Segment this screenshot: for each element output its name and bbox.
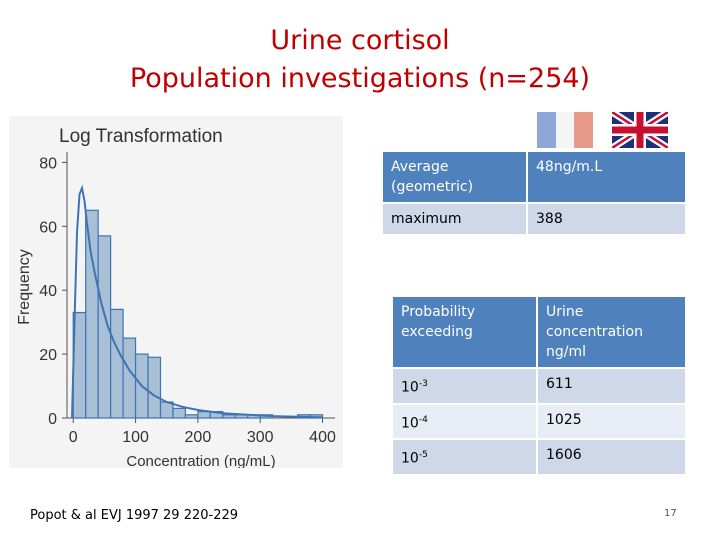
fit-curve [71, 184, 323, 419]
slide-title-line2: Population investigations (n=254) [129, 63, 591, 94]
probability-table: Probability exceeding Urine concentratio… [393, 295, 685, 476]
probability-exp: -4 [418, 414, 428, 425]
histogram-bar [85, 209, 99, 419]
y-tick-label: 60 [39, 219, 57, 236]
stats-value: 48ng/m.L [528, 152, 685, 202]
probability-base: 10 [401, 450, 419, 467]
y-tick-label: 20 [39, 347, 57, 364]
histogram-bar [147, 356, 162, 419]
x-tick-label: 200 [185, 429, 212, 446]
header-probability: Probability exceeding [393, 297, 538, 367]
histogram-svg: Log Transformation Frequency Concentration… [16, 126, 336, 468]
stats-row-maximum: maximum 388 [383, 204, 685, 234]
histogram-bar [222, 414, 236, 419]
histogram-bar [159, 401, 174, 419]
probability-row: 10-3 611 [393, 369, 685, 403]
stats-label: maximum [383, 204, 528, 234]
histogram-bar [122, 337, 137, 419]
histogram-bar [184, 414, 199, 419]
y-tick-label: 0 [48, 411, 57, 428]
x-tick-label: 400 [309, 429, 336, 446]
stats-label: Average (geometric) [383, 152, 528, 202]
histogram-chart: Log Transformation Frequency Concentration… [9, 116, 343, 468]
probability-row: 10-4 1025 [393, 404, 685, 439]
x-tick-label: 0 [69, 429, 78, 446]
y-tick-label: 40 [39, 283, 57, 300]
slide-title-line1: Urine cortisol [270, 25, 450, 56]
probability-header: Probability exceeding Urine concentratio… [393, 297, 685, 367]
stats-table: Average (geometric) 48ng/m.L maximum 388 [383, 150, 685, 236]
probability-cell: 10-5 [393, 440, 538, 474]
france-flag-icon [537, 112, 593, 148]
probability-exp: -3 [418, 379, 428, 389]
histogram-bar [197, 411, 211, 419]
uk-flag-icon [612, 112, 668, 148]
histogram-bar [110, 308, 124, 419]
probability-base: 10 [401, 415, 419, 432]
x-tick-label: 300 [247, 429, 274, 446]
probability-cell: 10-4 [393, 404, 538, 439]
concentration-cell: 1025 [538, 404, 685, 439]
probability-base: 10 [401, 379, 419, 396]
x-tick-label: 100 [122, 429, 149, 446]
probability-row: 10-5 1606 [393, 440, 685, 474]
chart-title: Log Transformation [59, 126, 223, 147]
concentration-cell: 1606 [538, 440, 685, 474]
histogram-bar [172, 407, 187, 419]
page-number: 17 [664, 508, 677, 519]
concentration-cell: 611 [538, 369, 685, 403]
header-concentration: Urine concentration ng/ml [538, 297, 685, 367]
y-tick-label: 80 [39, 155, 57, 172]
y-axis-label: Frequency [16, 249, 33, 325]
probability-cell: 10-3 [393, 369, 538, 403]
probability-exp: -5 [418, 450, 428, 461]
stats-value: 388 [528, 204, 685, 234]
stats-row-average: Average (geometric) 48ng/m.L [383, 152, 685, 202]
reference-citation: Popot & al EVJ 1997 29 220-229 [30, 508, 239, 523]
x-axis-label: Concentration (ng/mL) [126, 453, 275, 468]
